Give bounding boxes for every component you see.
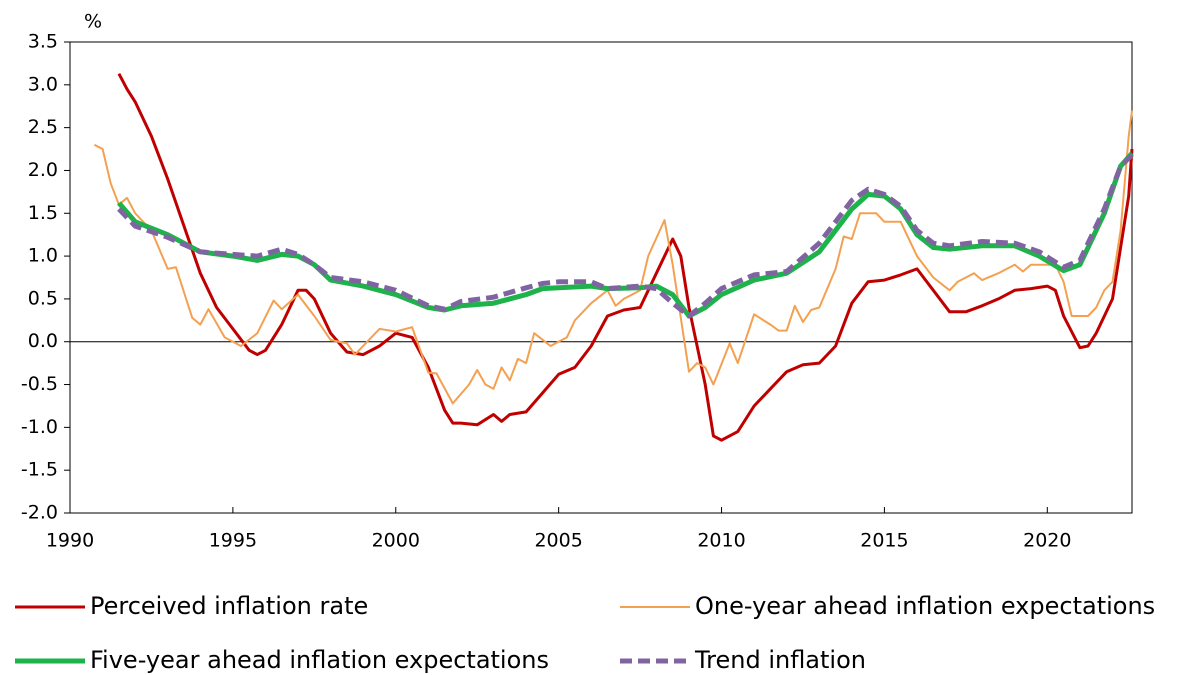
y-tick-label: 0.5 <box>28 287 58 309</box>
legend-label: Perceived inflation rate <box>90 592 368 620</box>
x-tick-label: 2005 <box>534 530 582 552</box>
x-tick-label: 2000 <box>372 530 420 552</box>
series-line <box>93 110 1133 405</box>
series-line <box>117 153 1134 319</box>
y-tick-label: 2.5 <box>28 116 58 138</box>
legend-label: Trend inflation <box>694 646 866 674</box>
y-tick-label: 3.5 <box>28 31 58 53</box>
y-tick-label: 2.0 <box>28 159 58 181</box>
plot-frame <box>69 41 1133 514</box>
series-line <box>117 151 1134 319</box>
y-tick-label: 1.5 <box>28 202 58 224</box>
y-unit-label: % <box>84 11 102 33</box>
y-tick-label: -1.5 <box>21 459 58 481</box>
x-tick-label: 2020 <box>1023 530 1071 552</box>
y-tick-label: -0.5 <box>21 373 58 395</box>
y-tick-label: 3.0 <box>28 73 58 95</box>
legend-label: Five-year ahead inflation expectations <box>90 646 549 674</box>
x-tick-label: 1995 <box>209 530 257 552</box>
legend-label: One-year ahead inflation expectations <box>695 592 1155 620</box>
y-tick-label: 0.0 <box>28 330 58 352</box>
y-tick-label: -2.0 <box>21 502 58 524</box>
y-tick-label: 1.0 <box>28 245 58 267</box>
x-tick-label: 1990 <box>46 530 94 552</box>
series-line <box>117 73 1134 442</box>
y-tick-label: -1.0 <box>21 416 58 438</box>
x-tick-label: 2010 <box>697 530 745 552</box>
x-tick-label: 2015 <box>860 530 908 552</box>
